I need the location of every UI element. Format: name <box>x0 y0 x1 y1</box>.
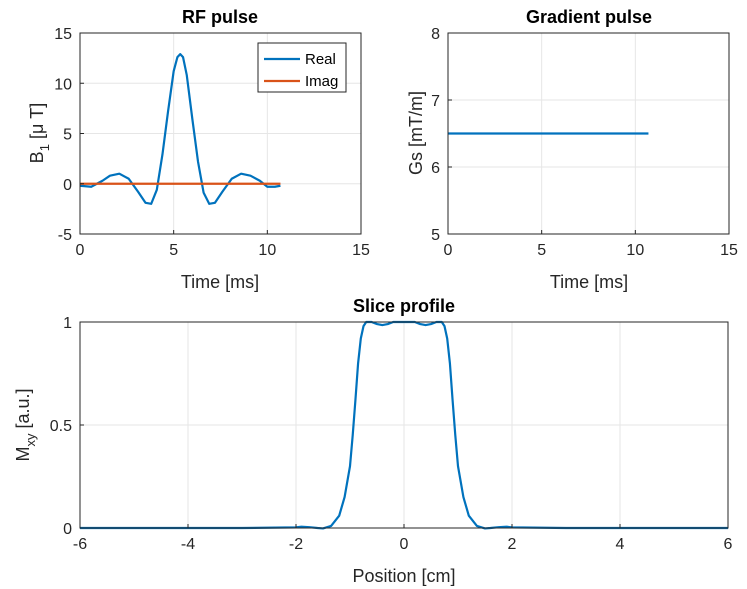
rf-ytick-label-1: 0 <box>63 177 72 194</box>
slice-xtick-label-5: 4 <box>616 536 625 553</box>
slice-xtick-label-6: 6 <box>724 536 733 553</box>
rf-ylabel-main: B <box>27 151 47 163</box>
slice-ylabel-sub: xy <box>23 433 38 447</box>
slice-xtick-label-0: -6 <box>73 536 87 553</box>
grad-ytick-label-0: 5 <box>431 227 440 244</box>
slice-grid <box>80 322 728 528</box>
rf-legend-label-imag: Imag <box>305 73 338 90</box>
slice-ylabel-tail: [a.u.] <box>13 388 33 433</box>
slice-ylabel: Mxy [a.u.] <box>13 388 38 461</box>
rf-series <box>79 53 281 205</box>
rf-legend: Real Imag <box>257 42 347 93</box>
slice-xtick-label-1: -4 <box>181 536 195 553</box>
slice-xtick-label-4: 2 <box>508 536 517 553</box>
rf-ylabel: B1 [μ T] <box>27 103 52 164</box>
grad-axes-box <box>447 32 730 235</box>
grad-xtick-label-1: 5 <box>537 242 546 259</box>
rf-legend-label-real: Real <box>305 51 336 68</box>
slice-ytick-label-1: 0.5 <box>50 418 72 435</box>
rf-xtick-label-1: 5 <box>169 242 178 259</box>
rf-ylabel-sub: 1 <box>37 144 52 151</box>
slice-title: Slice profile <box>353 296 455 316</box>
rf-ytick-label-0: -5 <box>58 227 72 244</box>
rf-xtick-label-3: 15 <box>352 242 370 259</box>
grad-xlabel: Time [ms] <box>550 272 628 292</box>
rf-xtick-label-0: 0 <box>76 242 85 259</box>
rf-legend-box <box>257 42 347 93</box>
grad-ytick-label-2: 7 <box>431 93 440 110</box>
rf-xlabel: Time [ms] <box>181 272 259 292</box>
rf-ytick-label-4: 15 <box>54 26 72 43</box>
grad-xtick-label-3: 15 <box>720 242 738 259</box>
grad-xtick-label-0: 0 <box>444 242 453 259</box>
slice-xlabel: Position [cm] <box>352 566 455 586</box>
slice-xtick-label-3: 0 <box>400 536 409 553</box>
rf-ytick-label-3: 10 <box>54 76 72 93</box>
slice-profile-panel: -6 -4 -2 0 2 4 6 0 0.5 1 Slice profile Position [… <box>13 296 733 586</box>
grad-title: Gradient pulse <box>526 7 652 27</box>
slice-xtick-label-2: -2 <box>289 536 303 553</box>
rf-title: RF pulse <box>182 7 258 27</box>
grad-ylabel: Gs [mT/m] <box>406 91 426 175</box>
slice-ylabel-main: M <box>13 447 33 462</box>
slice-ytick-label-0: 0 <box>63 521 72 538</box>
grad-xtick-label-2: 10 <box>626 242 644 259</box>
rf-series-real-line <box>79 53 281 205</box>
slice-ticks: -6 -4 -2 0 2 4 6 0 0.5 1 <box>50 315 733 553</box>
slice-ytick-label-2: 1 <box>63 315 72 332</box>
rf-ylabel-tail: [μ T] <box>27 103 47 144</box>
grad-ytick-label-1: 6 <box>431 160 440 177</box>
grad-ytick-label-3: 8 <box>431 26 440 43</box>
rf-ytick-label-2: 5 <box>63 127 72 144</box>
rf-xtick-label-2: 10 <box>258 242 276 259</box>
